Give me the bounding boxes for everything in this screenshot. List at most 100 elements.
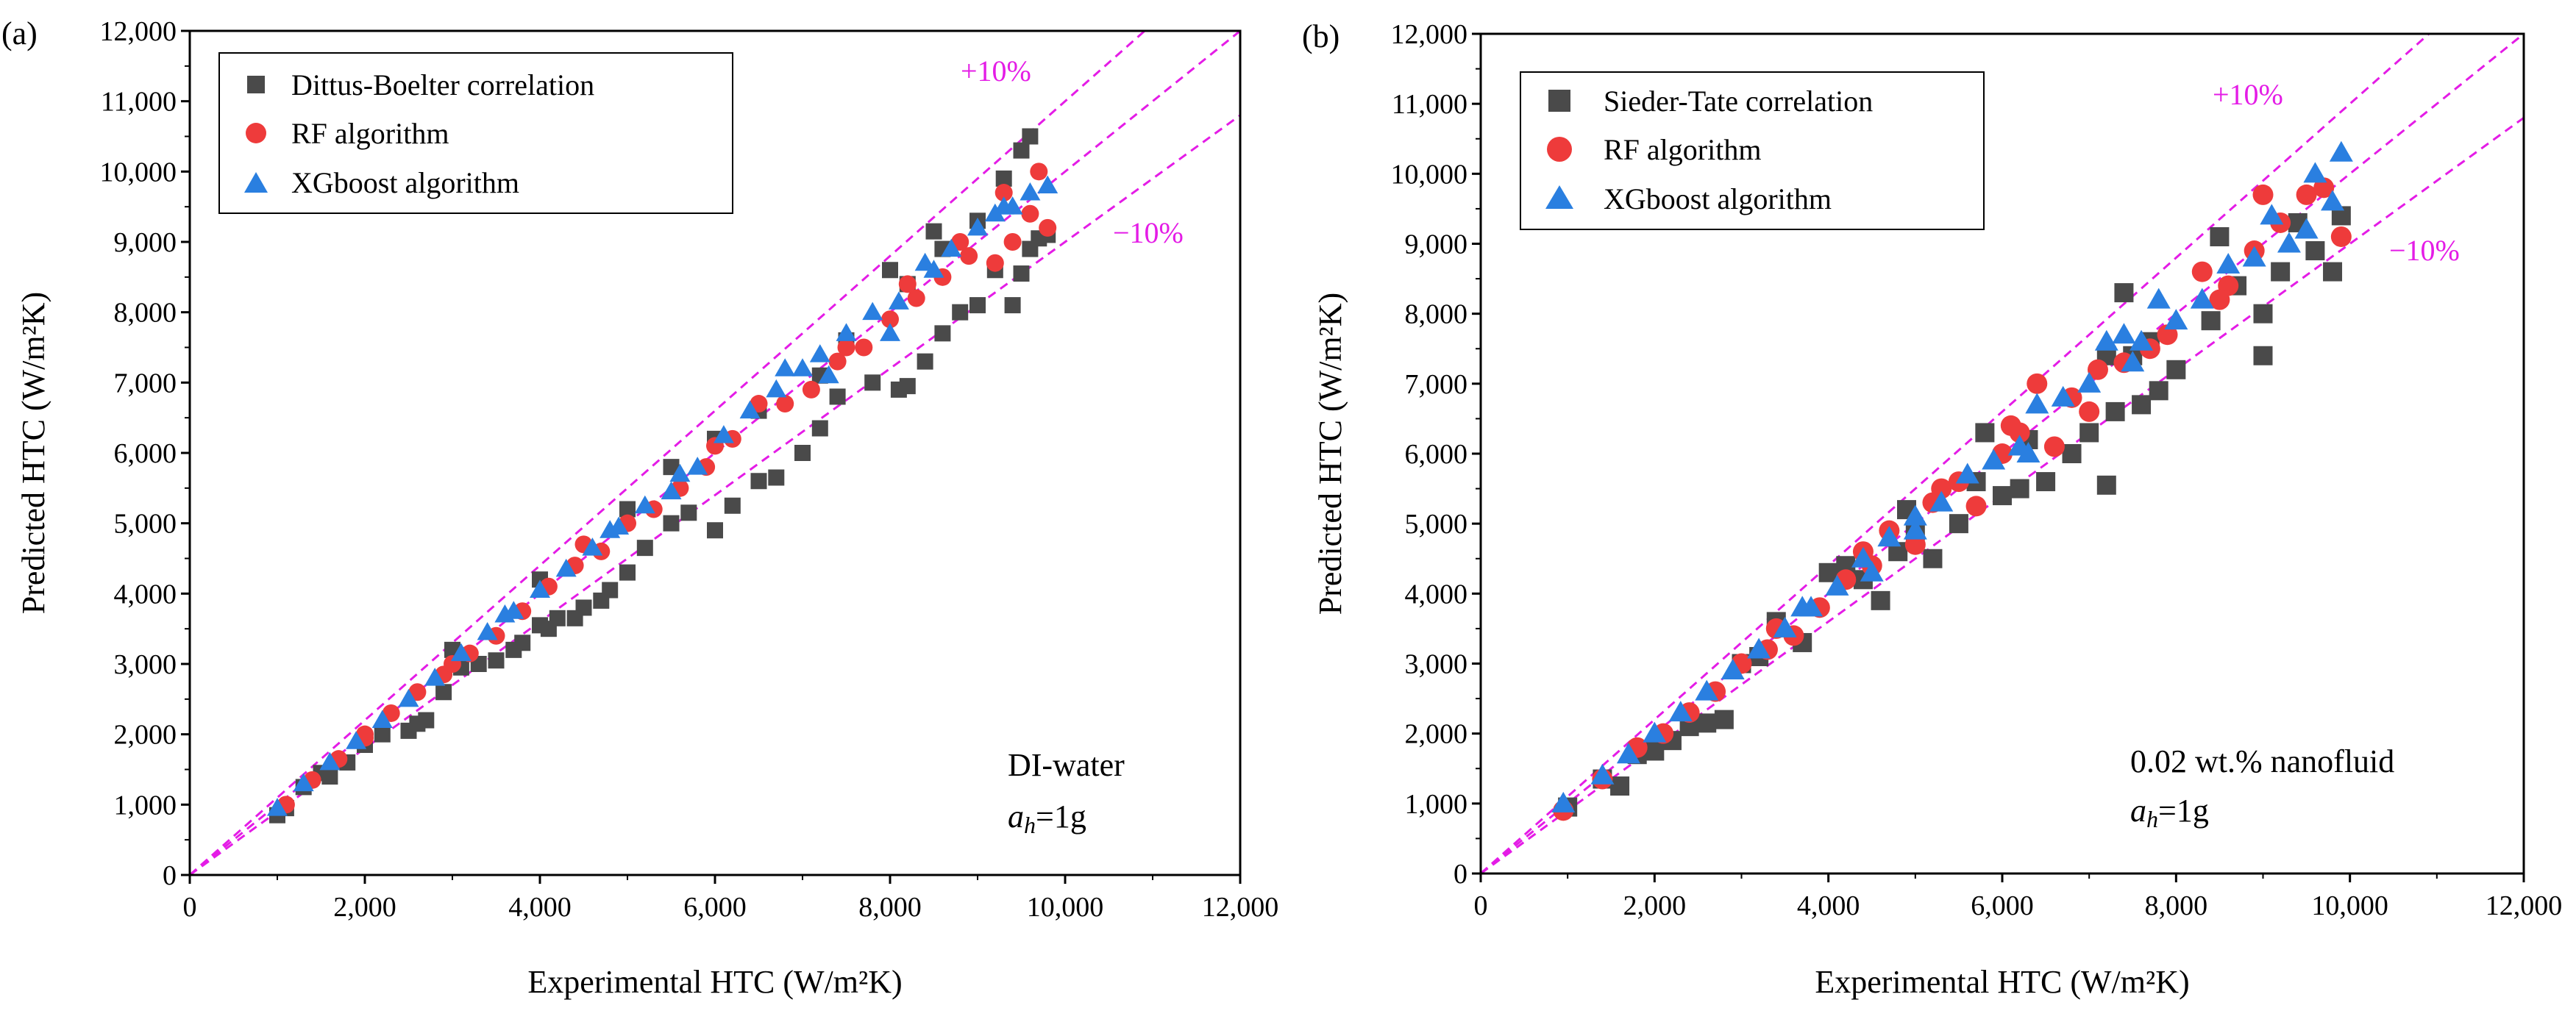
panel-b-square-point-31	[2132, 395, 2152, 415]
panel-a-triangle-point-27	[967, 217, 988, 236]
panel-b-square-point-28	[2105, 401, 2125, 421]
panel-b-plus10-label: +10%	[2213, 78, 2283, 111]
panel-a-square-point-14	[488, 652, 505, 669]
panel-b-triangle-point-15	[1955, 462, 1979, 484]
panel-b-x-tick-label-2: 4,000	[1797, 890, 1860, 921]
panel-a-triangle-point-31	[1037, 175, 1058, 193]
panel-b-triangle-point-33	[2321, 190, 2345, 211]
panel-b-triangle-point-2	[1616, 743, 1640, 764]
panel-b-triangle-point-31	[2294, 218, 2319, 239]
panel-b-square-point-35	[2210, 226, 2230, 246]
panel-a-circle-point-32	[898, 275, 917, 293]
panel-b-circle-point-31	[2313, 177, 2335, 199]
panel-a-triangle-point-14	[634, 495, 655, 514]
panel-a-square-point-63	[663, 459, 680, 476]
panel-b-legend-item-2: XGboost algorithm	[1604, 182, 1832, 215]
panel-a-square-point-4	[321, 768, 338, 785]
panel-a-x-ticks: 0 2,000 4,000 6,000 8,000 10,000 12,000	[183, 875, 1278, 923]
panel-b-triangle-point-7	[1747, 637, 1771, 659]
panel-a-triangle-point-21	[809, 344, 830, 362]
panel-a-circle-point-30	[1039, 218, 1057, 237]
panel-a-square-point-56	[995, 170, 1012, 187]
panel-b-minus10-label: −10%	[2389, 234, 2460, 267]
panel-a-circle-point-23	[881, 310, 899, 329]
panel-a-circle-point-31	[837, 338, 855, 357]
panel-a-square-point-33	[811, 420, 828, 437]
panel-a-square-point-54	[925, 223, 942, 240]
panel-a-circle-point-26	[960, 247, 978, 265]
panel-a-square-point-40	[952, 304, 969, 321]
panel-b-triangle-point-1	[1590, 763, 1615, 785]
panel-a-square-point-43	[1004, 297, 1021, 314]
panel-b-x-tick-label-6: 12,000	[2486, 890, 2563, 921]
panel-b-triangle-point-39	[1790, 596, 1815, 617]
panel-a-triangle-point-16	[687, 457, 708, 475]
panel-a-square-point-25	[636, 540, 653, 557]
panel-b-y-tick-label-5: 5,000	[1405, 509, 1468, 540]
panel-a-legend-item-1: RF algorithm	[291, 117, 449, 150]
panel-a-square-point-34	[829, 388, 846, 405]
panel-a-square-point-44	[1013, 265, 1030, 282]
panel-a-label: (a)	[1, 15, 38, 51]
panel-b-y-title: Predicted HTC (W/m²K)	[1312, 293, 1348, 615]
panel-b-square-point-2	[1610, 776, 1630, 796]
panel-a-legend-box	[218, 52, 733, 214]
panel-a-legend-item-2: XGboost algorithm	[291, 166, 519, 199]
panel-b-y-tick-label-9: 9,000	[1405, 229, 1468, 260]
panel-b-triangle-point-23	[2130, 329, 2154, 351]
panel-b-square-point-39	[2271, 262, 2291, 282]
panel-b-legend-circle-icon	[1547, 137, 1572, 162]
panel-a-y-tick-label-11: 11,000	[101, 87, 177, 118]
panel-a-triangle-point-38	[599, 520, 621, 538]
panel-b-square-point-33	[2166, 360, 2186, 379]
panel-a-triangle-point-19	[766, 379, 787, 398]
panel-b-points	[1551, 140, 2353, 821]
panel-b-square-point-32	[2149, 381, 2168, 401]
panel-b-square-point-26	[2079, 423, 2099, 443]
panel-b-triangle-point-35	[2121, 351, 2145, 372]
panel-b-square-point-4	[1645, 741, 1665, 761]
panel-a-legend-triangle-icon	[244, 172, 268, 193]
panel-a-circle-point-28	[1003, 233, 1022, 251]
panel-b-legend-square-icon	[1548, 90, 1570, 112]
panel-a-x-title: Experimental HTC (W/m²K)	[527, 964, 902, 1000]
panel-b-x-tick-label-1: 2,000	[1623, 890, 1687, 921]
panel-a-square-point-23	[602, 582, 619, 599]
panel-a-x-tick-label-4: 8,000	[858, 892, 922, 923]
panel-b-x-title: Experimental HTC (W/m²K)	[1815, 964, 2189, 1000]
panel-b-triangle-point-21	[2094, 329, 2118, 351]
panel-b-triangle-point-26	[2190, 287, 2214, 309]
panel-a-triangle-point-17	[713, 425, 734, 443]
panel-b-circle-point-34	[2209, 289, 2230, 310]
panel-a-square-point-41	[969, 297, 986, 314]
panel-b-square-point-27	[2096, 475, 2116, 495]
panel-b-line-plus10	[1481, 34, 2431, 874]
panel-b-x-tick-label-0: 0	[1474, 890, 1488, 921]
panel-a-triangle-point-15	[661, 481, 682, 500]
panel-a-points	[267, 128, 1058, 824]
panel-b-triangle-point-10	[1825, 574, 1849, 596]
panel-a-square-point-38	[917, 353, 933, 370]
panel-a-square-point-60	[619, 501, 636, 518]
panel-a-square-point-31	[768, 469, 785, 486]
panel-a-square-point-28	[707, 522, 723, 539]
panel-b-note-fluid: 0.02 wt.% nanofluid	[2130, 743, 2394, 779]
panel-a-y-tick-label-12: 12,000	[100, 16, 177, 47]
panel-a-square-point-39	[934, 325, 951, 342]
panel-a-x-tick-label-0: 0	[183, 892, 197, 923]
panel-a-note-acceleration: ah=1g	[1008, 799, 1086, 838]
panel-a-square-point-30	[750, 473, 767, 490]
panel-b-triangle-point-22	[2112, 323, 2136, 344]
panel-a-triangle-point-2	[319, 751, 341, 771]
panel-a-line-plus10	[190, 31, 1147, 875]
panel-a-line-minus10	[190, 114, 1240, 875]
panel-b-triangle-point-30	[2277, 232, 2301, 253]
panel-b-triangle-point-32	[2303, 162, 2327, 183]
panel-a-square-point-21	[575, 599, 592, 616]
panel-a-triangle-point-3	[346, 731, 367, 749]
panel-b-y-tick-label-3: 3,000	[1405, 649, 1468, 680]
panel-b-square-point-16	[1871, 590, 1890, 610]
panel-a-triangle-point-1	[293, 773, 314, 792]
panel-b-circle-point-13	[1904, 534, 1926, 555]
panel-b-triangle-point-6	[1721, 659, 1745, 680]
